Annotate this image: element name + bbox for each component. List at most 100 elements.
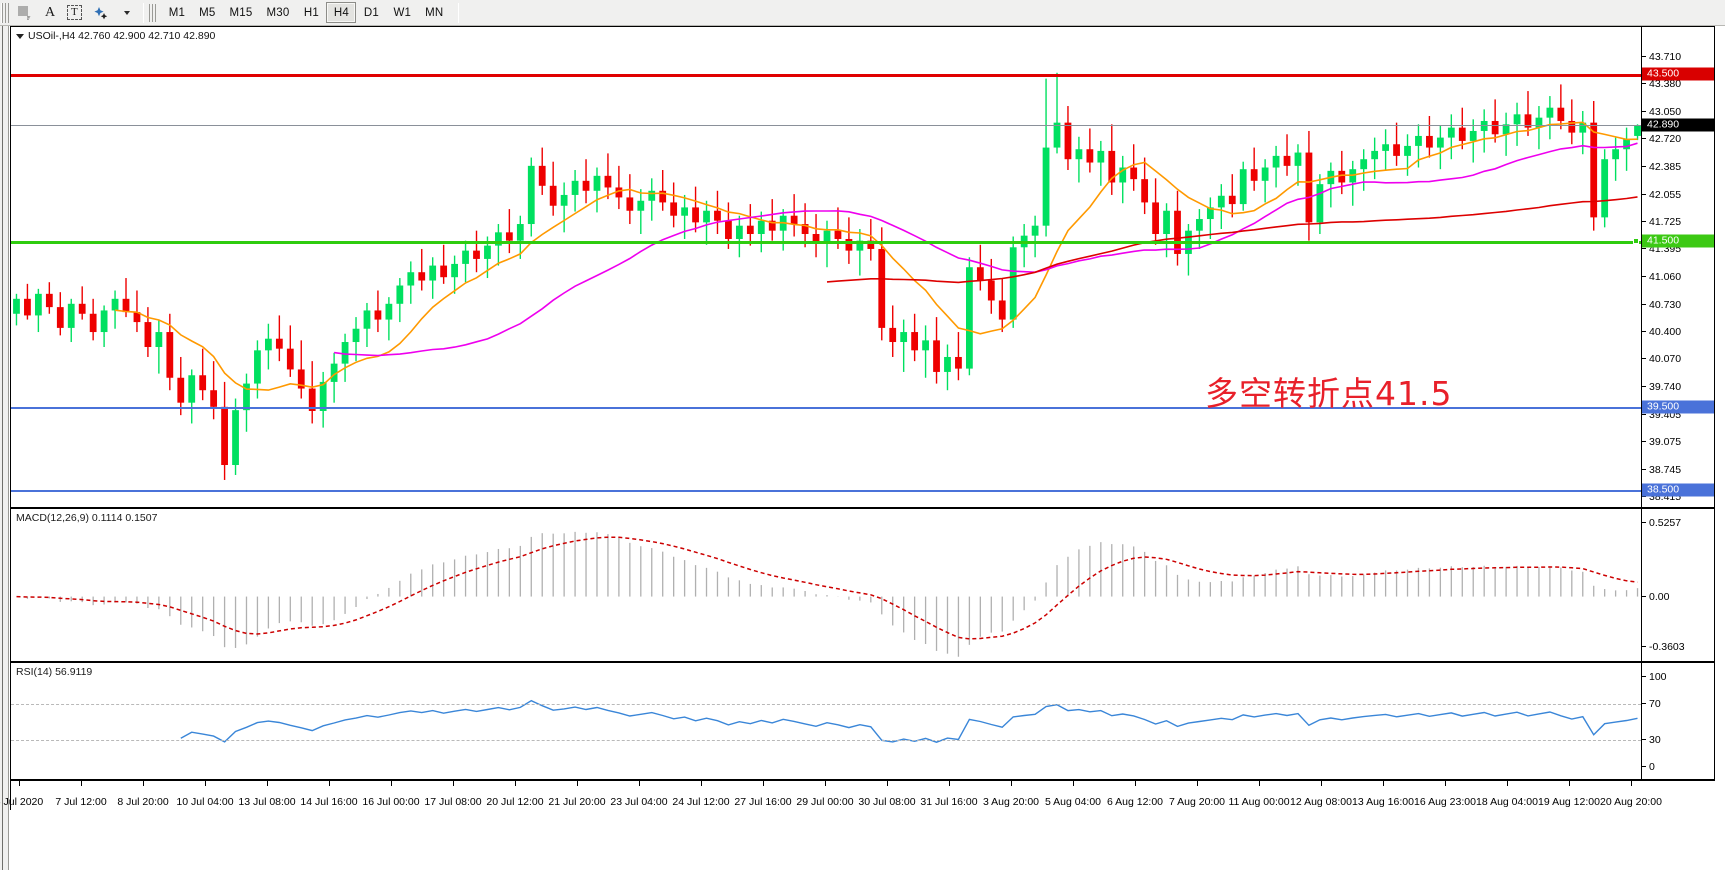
macd-axis-tick: -0.3603 [1642, 642, 1714, 652]
macd-axis-tick: 0.5257 [1642, 518, 1714, 528]
price-axis-tag-42-890[interactable]: 42.890 [1642, 118, 1714, 132]
time-axis-tick [81, 781, 82, 786]
symbol-quote-text: USOil-,H4 42.760 42.900 42.710 42.890 [28, 30, 216, 42]
price-axis-tick: 39.740 [1642, 382, 1714, 392]
time-axis-tick [1135, 781, 1136, 786]
price-axis-tick: 43.710 [1642, 52, 1714, 62]
price-axis-tick: 43.380 [1642, 79, 1714, 90]
symbol-dropdown-icon[interactable] [16, 33, 24, 39]
indicators-dropdown-icon[interactable] [115, 2, 139, 24]
price-axis[interactable]: 43.710 43.380 43.050 42.720 42.385 42.055 41.7… [1641, 27, 1714, 507]
price-axis-tick: 42.385 [1642, 162, 1714, 172]
toolbar-drag-handle[interactable] [1, 2, 10, 23]
chevron-down-icon [123, 10, 130, 15]
level-41-500-anchor-handle[interactable] [1633, 237, 1639, 244]
time-axis-tick [639, 781, 640, 786]
timeframe-button-m1[interactable]: M1 [168, 6, 186, 19]
rsi-panel[interactable]: 100 70 30 0 RSI(14) 56.9119 [10, 662, 1715, 780]
time-axis-label: 27 Jul 16:00 [734, 796, 792, 808]
price-axis-tag-43-500[interactable]: 43.500 [1642, 67, 1714, 81]
text-label-tool-icon[interactable]: T [62, 2, 87, 24]
time-axis-tick [267, 781, 268, 786]
time-axis-tick [515, 781, 516, 786]
price-panel[interactable]: 多空转折点41.5 43.710 43.380 43.050 42.720 42.385… [10, 26, 1715, 508]
price-axis-tag-41-500[interactable]: 41.500 [1642, 234, 1714, 248]
text-tool-glyph: A [44, 4, 56, 20]
time-axis-label: 23 Jul 04:00 [610, 796, 668, 808]
time-axis-tick [1631, 781, 1632, 786]
time-axis-tick [763, 781, 764, 786]
text-tool-icon[interactable]: A [38, 2, 62, 24]
price-axis-tick: 41.725 [1642, 217, 1714, 227]
time-axis[interactable]: 6 Jul 2020 7 Jul 12:00 8 Jul 20:00 10 Jul 0… [0, 780, 1715, 810]
price-axis-tick: 39.405 [1642, 409, 1714, 420]
time-axis-label: 20 Aug 20:00 [1600, 796, 1662, 808]
rsi-axis-tick: 0 [1642, 762, 1714, 772]
timeframe-button-mn[interactable]: MN [425, 6, 444, 19]
price-axis-tick: 40.070 [1642, 354, 1714, 365]
level-line-43-500[interactable] [11, 74, 1641, 78]
rsi-level-70-line [11, 704, 1641, 705]
price-axis-tick: 40.730 [1642, 299, 1714, 310]
price-axis-tick: 42.055 [1642, 189, 1714, 200]
svg-text:F: F [27, 16, 31, 21]
time-axis-label: 31 Jul 16:00 [920, 796, 978, 808]
time-axis-label: 19 Aug 12:00 [1538, 796, 1600, 808]
time-axis-tick [701, 781, 702, 786]
time-axis-tick [1259, 781, 1260, 786]
time-axis-label: 18 Aug 04:00 [1476, 796, 1538, 808]
price-axis-tick: 41.395 [1642, 244, 1714, 255]
time-axis-label: 5 Aug 04:00 [1044, 796, 1102, 808]
timeframe-button-m5[interactable]: M5 [199, 6, 216, 19]
time-axis-label: 11 Aug 00:00 [1228, 796, 1290, 808]
crosshair-template-icon[interactable]: F [12, 2, 38, 24]
chart-annotation-text[interactable]: 多空转折点41.5 [1205, 374, 1453, 413]
price-axis-tag-38-500[interactable]: 38.500 [1642, 483, 1714, 497]
level-line-current-price [11, 125, 1641, 127]
toolbar-separator [142, 2, 144, 23]
timeframe-toolbar-drag-handle[interactable] [148, 3, 157, 22]
timeframe-button-w1[interactable]: W1 [393, 6, 412, 19]
rsi-axis[interactable]: 100 70 30 0 [1641, 663, 1714, 779]
time-axis-tick [1383, 781, 1384, 786]
level-line-38-500[interactable] [11, 489, 1641, 492]
macd-panel-label: MACD(12,26,9) 0.1114 0.1507 [16, 512, 158, 524]
time-axis-label: 12 Aug 08:00 [1290, 796, 1352, 808]
time-axis-tick [453, 781, 454, 786]
time-axis-tick [1321, 781, 1322, 786]
level-line-39-500[interactable] [11, 406, 1641, 409]
time-axis-label: 24 Jul 12:00 [672, 796, 730, 808]
time-axis-label: 17 Jul 08:00 [424, 796, 482, 808]
timeframe-button-m30[interactable]: M30 [266, 6, 290, 19]
price-axis-tick: 40.400 [1642, 327, 1714, 337]
macd-panel[interactable]: 0.5257 0.00 -0.3603 MACD(12,26,9) 0.1114 0… [10, 508, 1715, 662]
level-line-41-500[interactable] [11, 240, 1641, 244]
price-axis-tag-39-500[interactable]: 39.500 [1642, 400, 1714, 414]
price-axis-tick: 38.415 [1642, 492, 1714, 502]
time-axis-tick [1073, 781, 1074, 786]
symbol-quote-header[interactable]: USOil-,H4 42.760 42.900 42.710 42.890 [16, 30, 215, 42]
time-axis-label: 7 Aug 20:00 [1168, 796, 1226, 808]
price-axis-tick: 41.060 [1642, 272, 1714, 282]
timeframe-button-d1[interactable]: D1 [363, 6, 380, 19]
time-axis-label: 29 Jul 00:00 [796, 796, 854, 808]
time-axis-tick [1011, 781, 1012, 786]
macd-axis[interactable]: 0.5257 0.00 -0.3603 [1641, 509, 1714, 661]
chart-area: 多空转折点41.5 43.710 43.380 43.050 42.720 42.385… [0, 26, 1725, 896]
rsi-plot-canvas[interactable] [11, 663, 1641, 779]
price-plot-canvas[interactable]: 多空转折点41.5 [11, 27, 1641, 507]
price-axis-tick: 39.075 [1642, 437, 1714, 447]
timeframe-button-h1[interactable]: H1 [303, 6, 320, 19]
time-axis-label: 16 Aug 23:00 [1414, 796, 1476, 808]
time-axis-tick [1445, 781, 1446, 786]
timeframe-button-h4[interactable]: H4 [326, 2, 357, 23]
timeframe-button-m15[interactable]: M15 [229, 6, 253, 19]
time-axis-label: 6 Jul 2020 [0, 796, 44, 808]
rsi-axis-tick: 30 [1642, 735, 1714, 745]
time-axis-label: 20 Jul 12:00 [486, 796, 544, 808]
macd-plot-canvas[interactable] [11, 509, 1641, 661]
time-axis-tick [577, 781, 578, 786]
indicators-icon[interactable] [87, 2, 115, 24]
time-axis-tick [143, 781, 144, 786]
